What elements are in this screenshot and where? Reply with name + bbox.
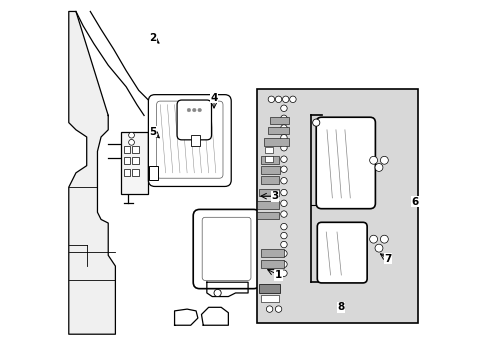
FancyBboxPatch shape: [148, 95, 231, 186]
Bar: [132, 157, 139, 164]
Circle shape: [275, 96, 281, 103]
FancyBboxPatch shape: [193, 210, 260, 289]
FancyBboxPatch shape: [316, 117, 375, 209]
Bar: [260, 176, 278, 184]
Bar: [123, 169, 130, 176]
Circle shape: [280, 261, 286, 267]
Circle shape: [369, 156, 377, 164]
Text: 4: 4: [210, 93, 217, 103]
Text: 2: 2: [149, 33, 156, 43]
Circle shape: [280, 125, 286, 131]
Text: 7: 7: [384, 254, 391, 264]
Bar: [123, 146, 130, 153]
Circle shape: [280, 166, 286, 172]
Bar: [267, 127, 289, 134]
Circle shape: [282, 96, 288, 103]
Bar: [260, 295, 278, 302]
Bar: [258, 189, 278, 196]
Circle shape: [187, 108, 190, 112]
Bar: [260, 166, 280, 174]
Bar: [257, 212, 278, 220]
Circle shape: [267, 96, 274, 103]
Bar: [132, 169, 139, 176]
Circle shape: [280, 211, 286, 217]
Text: 6: 6: [410, 197, 418, 207]
Circle shape: [280, 134, 286, 141]
Bar: [264, 138, 289, 146]
Bar: [123, 157, 130, 164]
Circle shape: [280, 241, 286, 248]
Circle shape: [192, 108, 196, 112]
Polygon shape: [206, 282, 247, 297]
Bar: [190, 135, 199, 146]
Text: 5: 5: [149, 127, 156, 136]
Bar: [265, 156, 273, 162]
Bar: [257, 201, 278, 209]
Circle shape: [280, 115, 286, 122]
Bar: [260, 260, 284, 268]
Circle shape: [280, 177, 286, 184]
Text: 1: 1: [274, 270, 282, 280]
Bar: [265, 147, 273, 153]
FancyBboxPatch shape: [317, 222, 366, 283]
Polygon shape: [174, 309, 198, 325]
FancyBboxPatch shape: [177, 100, 211, 140]
Bar: [260, 249, 284, 257]
Circle shape: [374, 163, 382, 171]
Circle shape: [380, 235, 387, 243]
Text: 8: 8: [337, 302, 344, 312]
Bar: [260, 156, 278, 164]
Circle shape: [214, 289, 221, 297]
Circle shape: [198, 108, 201, 112]
Text: 3: 3: [271, 191, 278, 201]
Circle shape: [280, 144, 286, 151]
Circle shape: [280, 250, 286, 257]
Circle shape: [280, 105, 286, 112]
Circle shape: [369, 235, 377, 243]
Circle shape: [280, 224, 286, 230]
Bar: [269, 117, 289, 125]
Circle shape: [380, 156, 387, 164]
Bar: [258, 284, 280, 293]
Circle shape: [128, 132, 134, 138]
Circle shape: [280, 200, 286, 207]
Circle shape: [280, 189, 286, 196]
Circle shape: [266, 306, 272, 312]
Circle shape: [374, 244, 382, 252]
Circle shape: [280, 232, 286, 239]
Circle shape: [128, 139, 134, 145]
Circle shape: [280, 156, 286, 162]
Bar: [149, 166, 158, 180]
Circle shape: [289, 96, 296, 103]
Polygon shape: [69, 12, 115, 334]
Polygon shape: [201, 307, 228, 325]
Circle shape: [312, 119, 319, 126]
Bar: [121, 132, 147, 194]
Circle shape: [280, 270, 286, 276]
Bar: [132, 146, 139, 153]
Circle shape: [275, 306, 281, 312]
Bar: [257, 89, 418, 323]
